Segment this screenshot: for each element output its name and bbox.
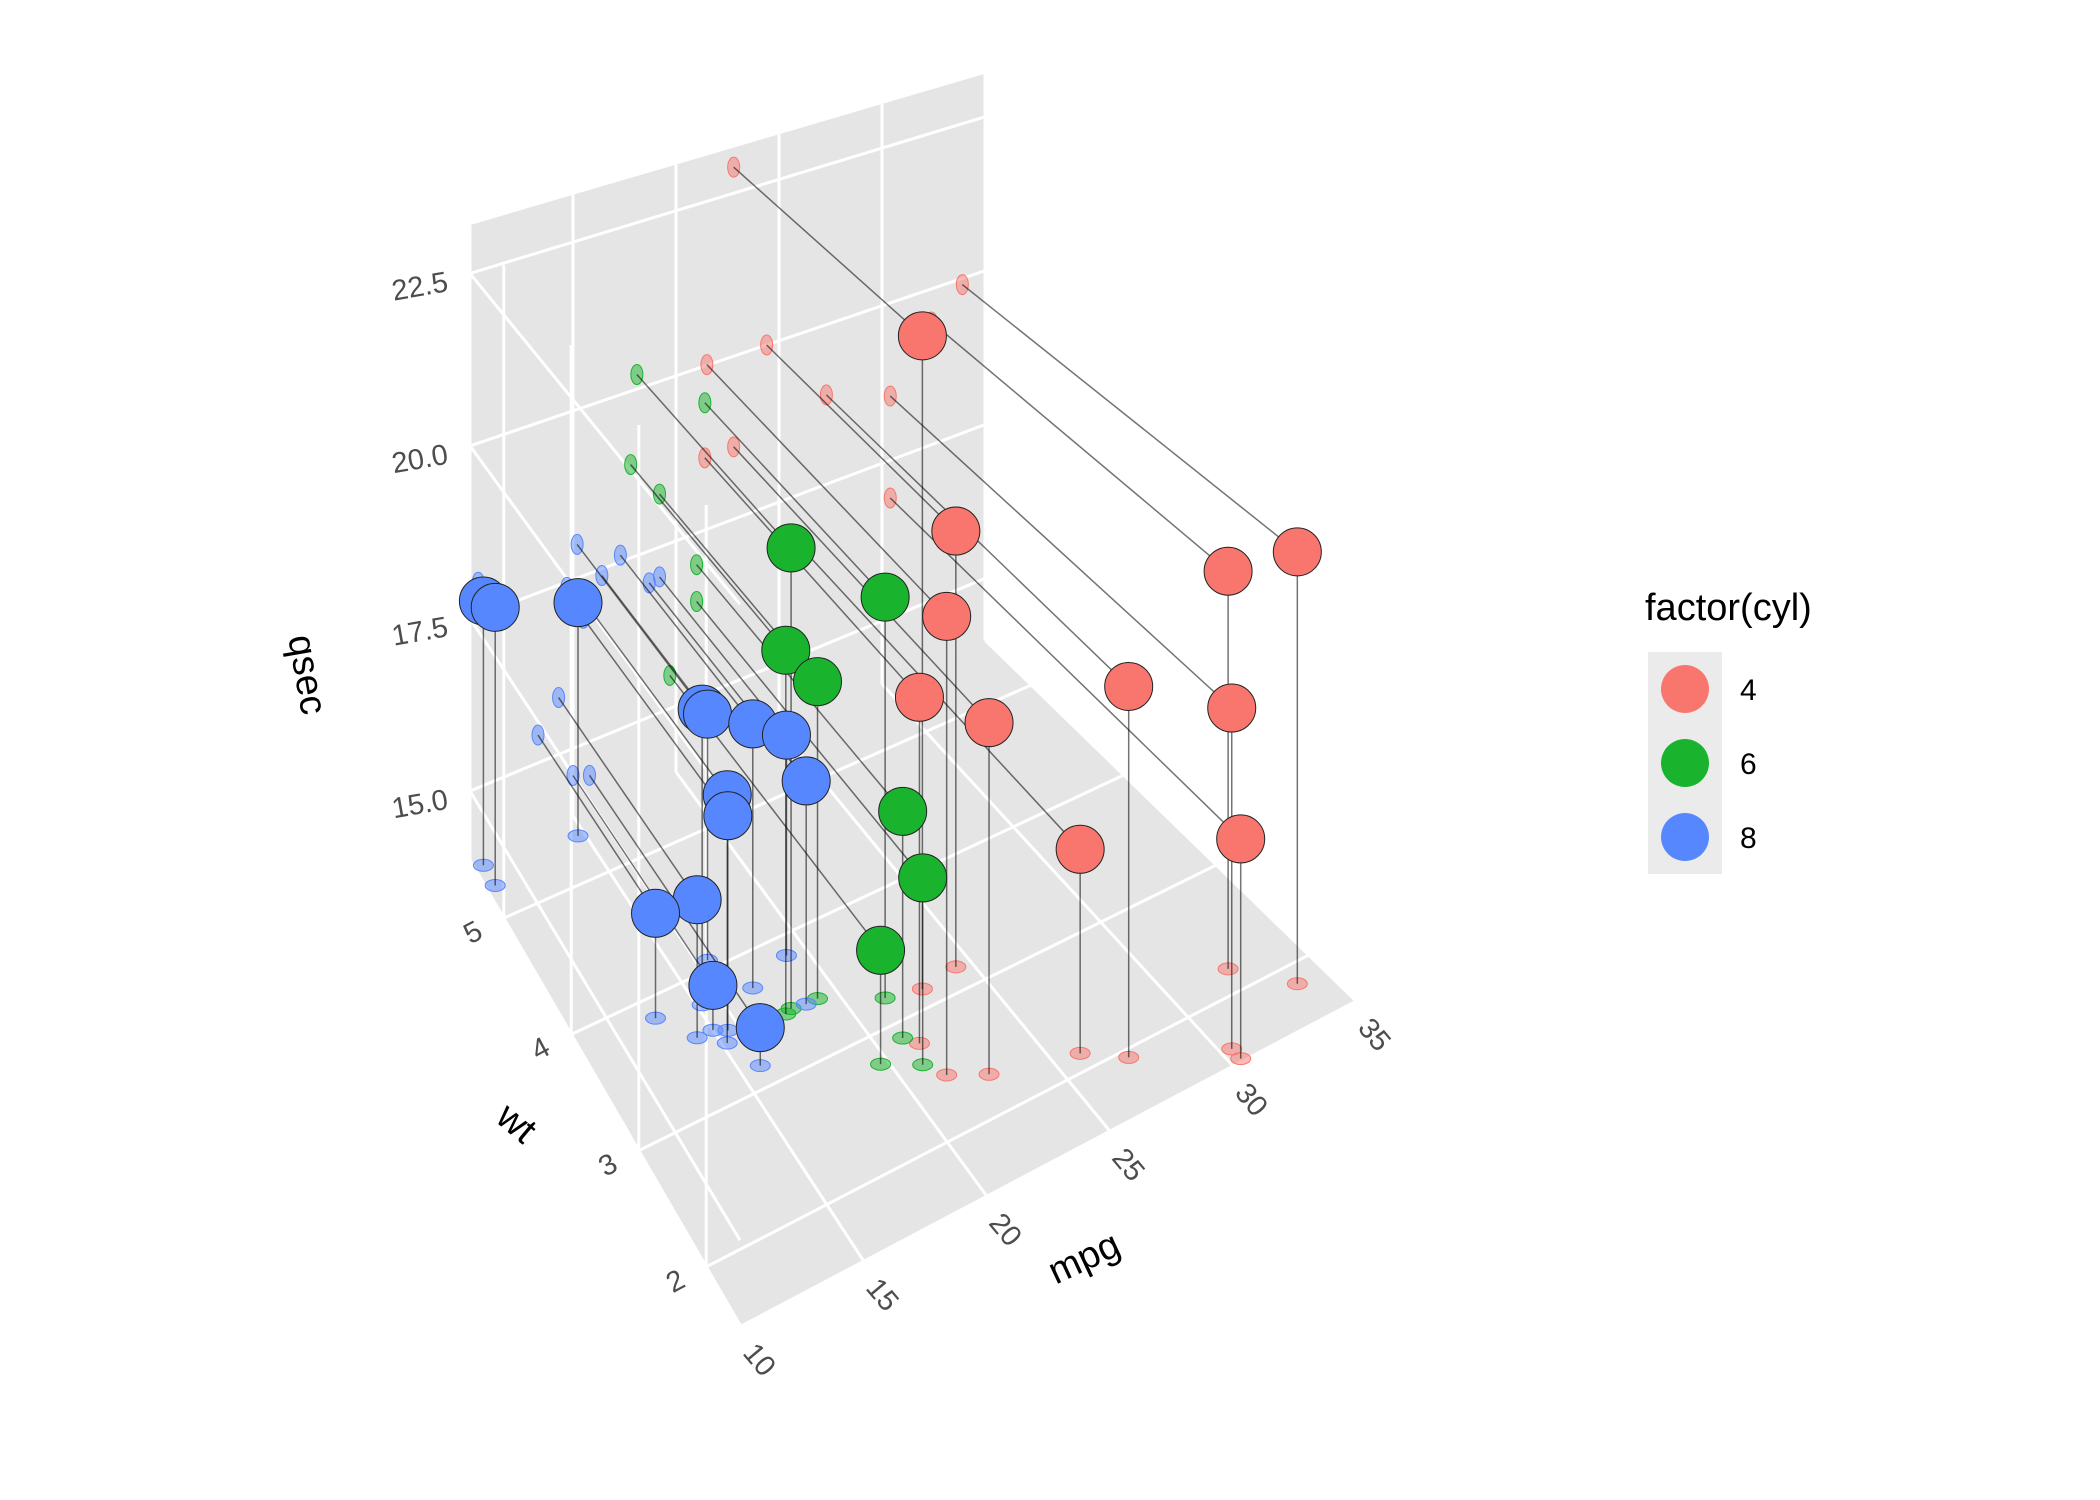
point-cyl-4 [1203, 546, 1253, 596]
z-tick-label: 22.5 [389, 266, 450, 307]
drop-line-wall [576, 591, 728, 796]
drop-line-wall [733, 166, 923, 337]
drop-line-wall [537, 734, 657, 914]
point-cyl-8 [781, 756, 831, 806]
point-cyl-8 [688, 960, 738, 1010]
side-wall-pane [470, 225, 740, 1326]
drop-line-wall [766, 344, 957, 532]
drop-line-wall [704, 457, 921, 698]
gridline-qsec-side [468, 272, 742, 606]
x-tick-label: 15 [859, 1272, 904, 1317]
point-cyl-8 [761, 710, 811, 760]
drop-line-wall [889, 497, 1242, 840]
drop-line-wall [889, 395, 1233, 709]
gridline-mpg-floor [468, 859, 742, 1326]
point-cyl-4 [1272, 527, 1322, 577]
gridline-mpg-floor [777, 727, 1111, 1131]
plot-panes [470, 73, 1355, 1326]
gridline-mpg-floor [571, 815, 865, 1261]
x-tick-label: 30 [1228, 1077, 1273, 1122]
legend-swatch-6 [1661, 739, 1709, 787]
gridline-wt-floor [570, 773, 1125, 1036]
drop-line-wall [557, 697, 698, 901]
x-tick-label: 25 [1105, 1142, 1150, 1187]
point-cyl-6 [793, 657, 843, 707]
point-cyl-8 [631, 888, 681, 938]
gridline-wt-floor [638, 863, 1217, 1152]
z-tick-label: 17.5 [389, 611, 450, 652]
gridline-mpg-floor [983, 638, 1357, 1002]
data-points [458, 311, 1322, 1053]
point-cyl-6 [898, 853, 948, 903]
y-axis-title: wt [487, 1095, 544, 1153]
gridline-wt-floor [503, 683, 1032, 920]
point-cyl-6 [856, 925, 906, 975]
point-cyl-8 [672, 875, 722, 925]
legend-label-4: 4 [1740, 674, 1757, 707]
drop-line-wall [576, 543, 703, 710]
x-tick-label: 20 [982, 1207, 1027, 1252]
x-tick-label: 10 [736, 1337, 781, 1382]
point-cyl-6 [878, 786, 928, 836]
point-cyl-8 [553, 578, 603, 628]
drop-line-wall [582, 617, 729, 817]
drop-line-wall [572, 775, 714, 986]
point-cyl-8 [470, 582, 520, 632]
drop-line-wall [930, 321, 1229, 572]
point-cyl-6 [860, 572, 910, 622]
point-cyl-4 [1216, 814, 1266, 864]
y-tick-label: 3 [593, 1148, 622, 1184]
legend-title: factor(cyl) [1645, 587, 1812, 629]
legend: factor(cyl) 4 6 8 [1645, 587, 1812, 874]
y-tick-label: 5 [458, 915, 487, 951]
point-cyl-8 [703, 791, 753, 841]
point-cyl-8 [683, 689, 733, 739]
gridline-qsec-back [469, 115, 986, 275]
z-axis-title: qsec [279, 631, 334, 717]
gridline-mpg-floor [880, 682, 1234, 1067]
gridline-qsec-side [468, 445, 742, 818]
legend-entries: 4 6 8 [1661, 665, 1757, 861]
legend-label-6: 6 [1740, 748, 1757, 781]
point-cyl-6 [761, 625, 811, 675]
drop-line-wall [706, 364, 948, 617]
x-tick-label: 35 [1351, 1012, 1396, 1057]
legend-swatch-8 [1661, 813, 1709, 861]
drop-line-wall [619, 554, 754, 725]
point-cyl-4 [964, 698, 1014, 748]
drop-line-wall [630, 464, 787, 651]
y-tick-label: 2 [661, 1264, 690, 1300]
y-tick-label: 4 [526, 1031, 555, 1067]
point-cyl-4 [1055, 824, 1105, 874]
point-cyl-4 [894, 672, 944, 722]
x-axis-title: mpg [1042, 1224, 1127, 1293]
gridline-qsec-back [469, 423, 986, 620]
point-cyl-6 [766, 523, 816, 573]
point-cyl-4 [1207, 683, 1257, 733]
point-cyl-4 [922, 591, 972, 641]
gridline-wt-floor [705, 953, 1310, 1269]
drop-line-wall [636, 373, 792, 549]
z-tick-label: 20.0 [389, 439, 450, 480]
point-cyl-4 [897, 311, 947, 361]
drop-line-wall [704, 402, 886, 598]
drop-line-wall [961, 283, 1298, 553]
point-cyl-8 [735, 1003, 785, 1053]
gridline-qsec-back [469, 269, 986, 448]
point-cyl-4 [931, 506, 981, 556]
gridline-qsec-side [468, 790, 742, 1241]
point-cyl-4 [1104, 661, 1154, 711]
legend-label-8: 8 [1740, 822, 1757, 855]
legend-swatch-4 [1661, 665, 1709, 713]
z-tick-label: 15.0 [389, 784, 450, 825]
